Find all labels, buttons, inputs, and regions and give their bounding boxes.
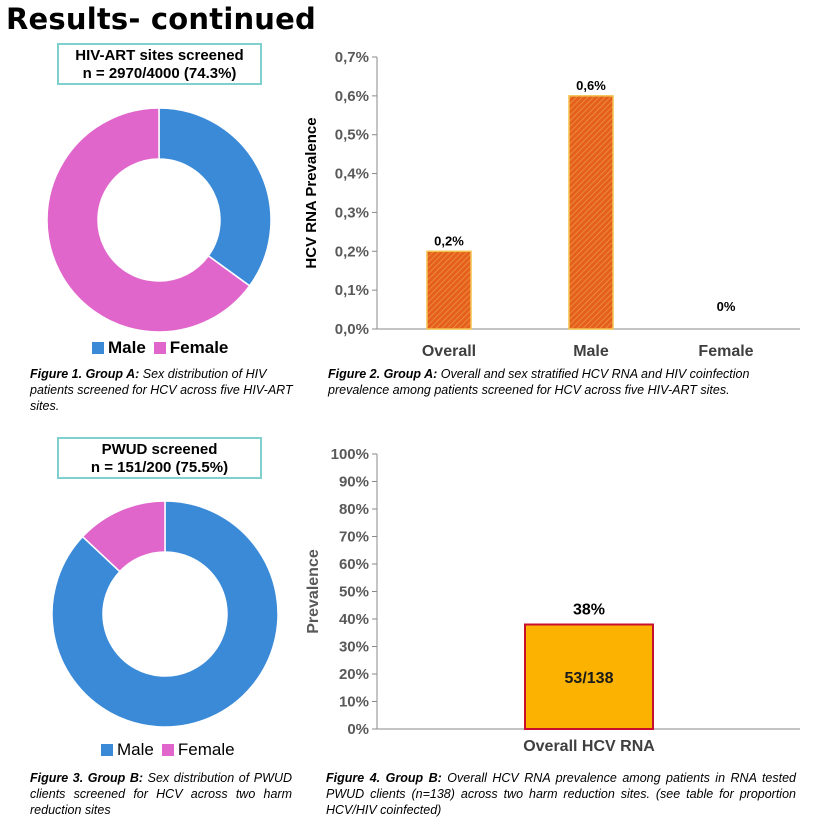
- figure1-legend: Male Female: [92, 338, 236, 358]
- legend-swatch-female: [153, 342, 166, 354]
- figure4-caption-label: Figure 4. Group B:: [326, 771, 442, 785]
- figure1-legend-male-label: Male: [108, 338, 146, 357]
- fig2-data-label: 0%: [717, 299, 736, 314]
- legend-swatch-male: [92, 342, 104, 354]
- fig2-data-label: 0,2%: [434, 233, 464, 248]
- fig4-y-tick-label: 10%: [339, 694, 369, 711]
- fig4-data-label: 38%: [573, 602, 605, 619]
- fig4-y-tick-label: 20%: [339, 666, 369, 683]
- fig4-y-tick-label: 70%: [339, 529, 369, 546]
- fig1-slice-male: [158, 107, 272, 287]
- figure2-caption: Figure 2. Group A: Overall and sex strat…: [328, 366, 798, 398]
- fig4-bar-overall-hcv-rna: [524, 623, 654, 730]
- group-a-box-line1: HIV-ART sites screened: [75, 47, 244, 64]
- fig2-bar-male: [568, 95, 614, 330]
- fig4-x-tick-label: Overall HCV RNA: [523, 738, 655, 755]
- figure2-caption-label: Figure 2. Group A:: [328, 367, 438, 381]
- fig2-y-tick-label: 0,5%: [335, 127, 369, 144]
- fig2-y-tick-label: 0,0%: [335, 321, 369, 338]
- fig2-y-tick-label: 0,3%: [335, 204, 369, 221]
- fig2-x-tick-label: Female: [698, 343, 753, 360]
- fig4-y-tick-label: 90%: [339, 474, 369, 491]
- group-a-screened-box: HIV-ART sites screened n = 2970/4000 (74…: [57, 43, 262, 85]
- fig2-y-tick-label: 0,7%: [335, 49, 369, 66]
- fig4-y-tick-label: 0%: [347, 721, 369, 738]
- fig2-x-tick-label: Male: [573, 343, 609, 360]
- figure3-legend-male-label: Male: [117, 740, 154, 759]
- fig4-y-tick-label: 60%: [339, 556, 369, 573]
- figure3-caption: Figure 3. Group B: Sex distribution of P…: [30, 770, 292, 818]
- fig4-y-tick-label: 100%: [331, 446, 369, 463]
- fig4-y-tick-label: 50%: [339, 584, 369, 601]
- fig2-y-tick-label: 0,6%: [335, 88, 369, 105]
- fig2-y-tick-label: 0,2%: [335, 243, 369, 260]
- figure1-caption-label: Figure 1. Group A:: [30, 367, 140, 381]
- legend-swatch-female: [161, 744, 174, 756]
- group-b-box-line1: PWUD screened: [101, 441, 218, 458]
- figure3-caption-label: Figure 3. Group B:: [30, 771, 144, 785]
- fig4-y-tick-label: 40%: [339, 611, 369, 628]
- figure2-caption-text: Overall and sex stratified HCV RNA and H…: [328, 367, 750, 397]
- figure3-caption-text: Sex distribution of PWUD clients screene…: [30, 771, 292, 817]
- fig4-y-axis-title: Prevalence: [305, 549, 322, 634]
- group-b-box-line2: n = 151/200 (75.5%): [90, 459, 229, 476]
- fig4-y-tick-label: 80%: [339, 501, 369, 518]
- figure3-legend: Male Female: [101, 740, 243, 760]
- fig2-data-label: 0,6%: [576, 78, 606, 93]
- fig4-bar-inner-label: 53/138: [565, 670, 614, 687]
- fig2-x-tick-label: Overall: [422, 343, 476, 360]
- figure3-legend-female-label: Female: [177, 740, 235, 759]
- figure3-legend-female: Female: [161, 740, 235, 760]
- figure1-legend-female-label: Female: [169, 338, 229, 357]
- fig1-slice-female: [46, 107, 251, 333]
- group-a-box-line2: n = 2970/4000 (74.3%): [82, 65, 237, 82]
- fig2-y-tick-label: 0,4%: [335, 166, 369, 183]
- group-b-screened-box: PWUD screened n = 151/200 (75.5%): [57, 437, 262, 479]
- figure1-legend-female: Female: [153, 338, 229, 358]
- legend-swatch-male: [101, 744, 113, 756]
- figure1-legend-male: Male: [92, 338, 146, 358]
- fig2-y-tick-label: 0,1%: [335, 282, 369, 299]
- fig4-y-tick-label: 30%: [339, 639, 369, 656]
- page-title: Results- continued: [6, 2, 316, 36]
- figure1-caption: Figure 1. Group A: Sex distribution of H…: [30, 366, 295, 414]
- fig3-slice-male: [51, 500, 279, 728]
- figure4-caption: Figure 4. Group B: Overall HCV RNA preva…: [326, 770, 796, 818]
- figure1-caption-text: Sex distribution of HIV patients screene…: [30, 367, 293, 413]
- fig3-slice-female: [81, 500, 166, 573]
- fig2-bar-overall: [426, 250, 472, 330]
- fig2-y-axis-title: HCV RNA Prevalence: [303, 117, 320, 268]
- figure3-legend-male: Male: [101, 740, 154, 760]
- figure4-caption-text: Overall HCV RNA prevalence among patient…: [326, 771, 797, 817]
